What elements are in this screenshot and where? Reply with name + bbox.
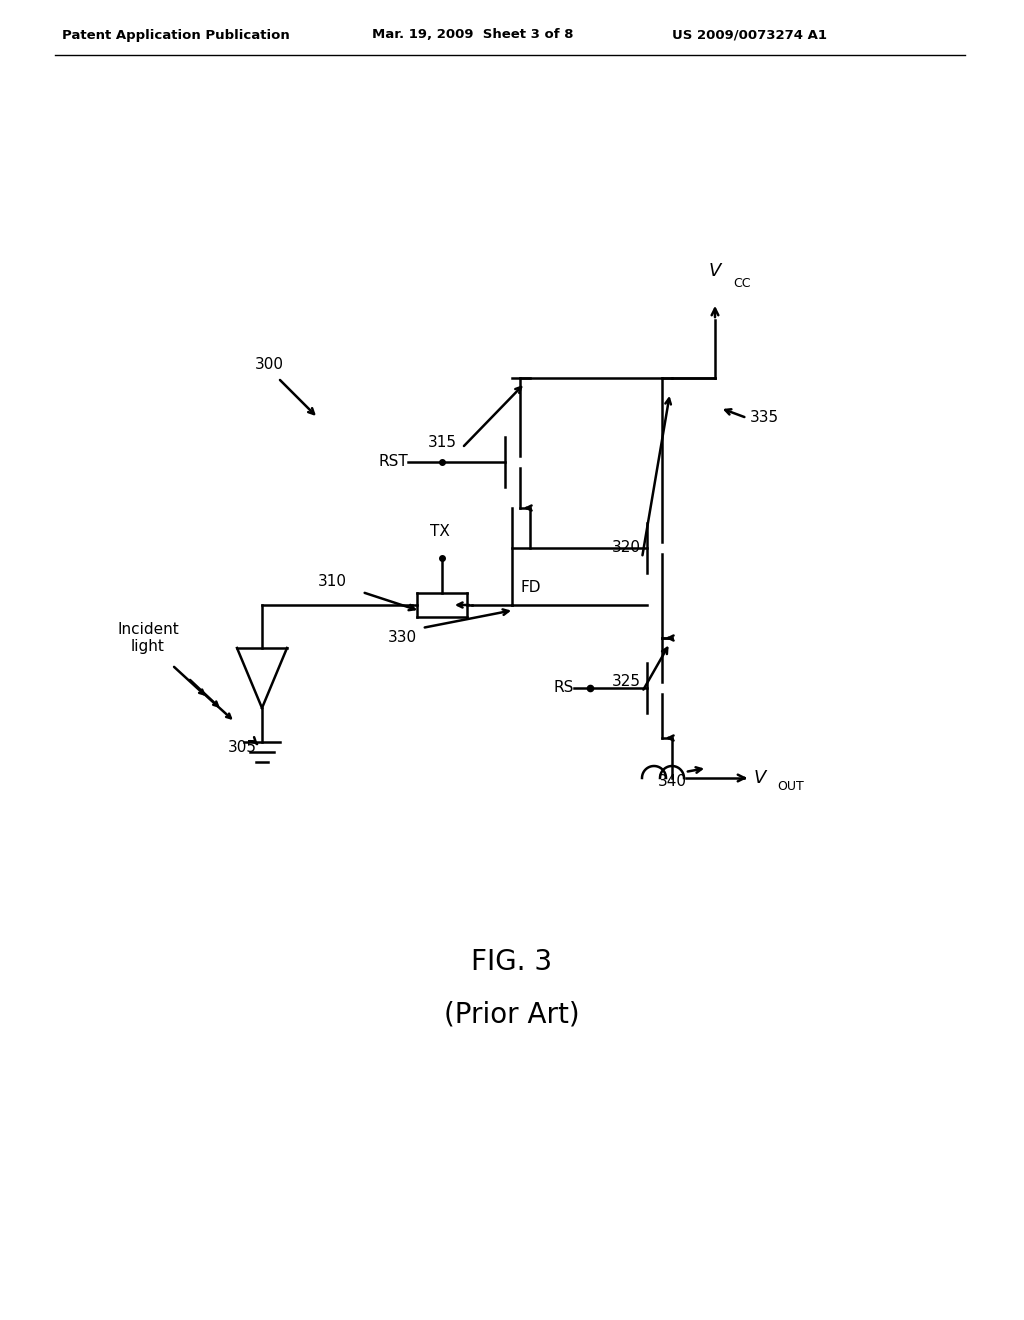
- Text: (Prior Art): (Prior Art): [444, 1001, 580, 1030]
- Text: 325: 325: [612, 675, 641, 689]
- Text: US 2009/0073274 A1: US 2009/0073274 A1: [672, 29, 827, 41]
- Text: 310: 310: [318, 574, 347, 590]
- Text: V: V: [709, 261, 721, 280]
- Text: Mar. 19, 2009  Sheet 3 of 8: Mar. 19, 2009 Sheet 3 of 8: [372, 29, 573, 41]
- Text: RS: RS: [554, 681, 574, 696]
- Text: RST: RST: [378, 454, 408, 470]
- Text: Incident
light: Incident light: [117, 622, 179, 655]
- Text: 330: 330: [388, 631, 417, 645]
- Text: 320: 320: [612, 540, 641, 556]
- Text: 300: 300: [255, 358, 284, 372]
- Text: TX: TX: [430, 524, 450, 539]
- Text: CC: CC: [733, 277, 751, 290]
- Text: OUT: OUT: [777, 780, 804, 792]
- Text: 340: 340: [658, 775, 687, 789]
- Text: V: V: [754, 770, 766, 787]
- Text: 305: 305: [228, 741, 257, 755]
- Text: Patent Application Publication: Patent Application Publication: [62, 29, 290, 41]
- Text: 315: 315: [428, 434, 457, 450]
- Text: FD: FD: [520, 579, 541, 594]
- Text: 335: 335: [750, 411, 779, 425]
- Text: FIG. 3: FIG. 3: [471, 948, 553, 975]
